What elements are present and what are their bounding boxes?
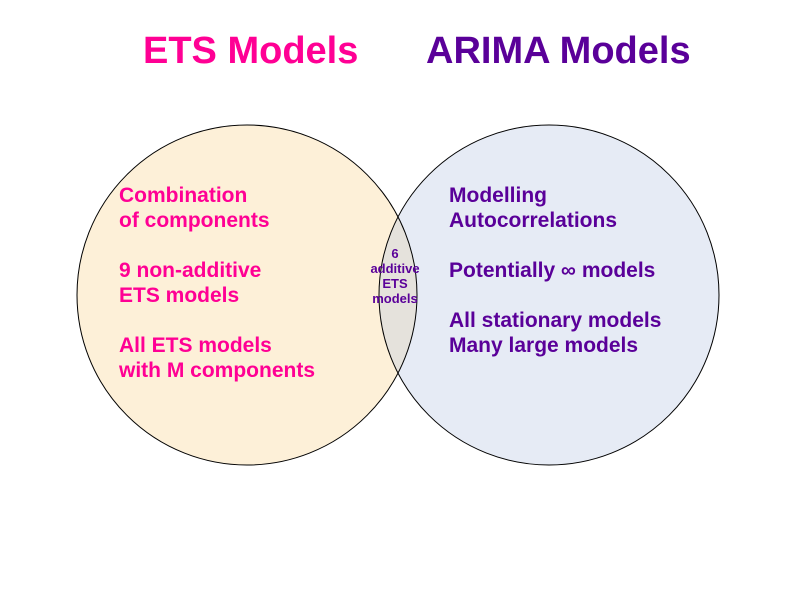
arima-point-autocorrelations: Modelling Autocorrelations <box>449 183 617 233</box>
arima-text-line: All stationary models <box>449 308 661 333</box>
overlap-text-line: models <box>355 291 435 306</box>
arima-text-line: Many large models <box>449 333 661 358</box>
ets-text-line: All ETS models <box>119 333 315 358</box>
overlap-text-line: ETS <box>355 276 435 291</box>
overlap-text-line: additive <box>355 261 435 276</box>
arima-models-title: ARIMA Models <box>426 28 691 74</box>
arima-point-infinite-models: Potentially ∞ models <box>449 258 655 283</box>
ets-point-m-components: All ETS models with M components <box>119 333 315 383</box>
arima-text-line: Modelling <box>449 183 617 208</box>
ets-text-line: ETS models <box>119 283 261 308</box>
ets-text-line: Combination <box>119 183 270 208</box>
arima-text-line: Autocorrelations <box>449 208 617 233</box>
arima-text-line: Potentially ∞ models <box>449 258 655 283</box>
ets-text-line: with M components <box>119 358 315 383</box>
ets-point-non-additive: 9 non-additive ETS models <box>119 258 261 308</box>
ets-text-line: of components <box>119 208 270 233</box>
ets-models-title: ETS Models <box>143 28 358 74</box>
ets-text-line: 9 non-additive <box>119 258 261 283</box>
overlap-text-line: 6 <box>355 246 435 261</box>
ets-point-combination: Combination of components <box>119 183 270 233</box>
arima-point-stationary: All stationary models Many large models <box>449 308 661 358</box>
overlap-label: 6 additive ETS models <box>355 246 435 306</box>
